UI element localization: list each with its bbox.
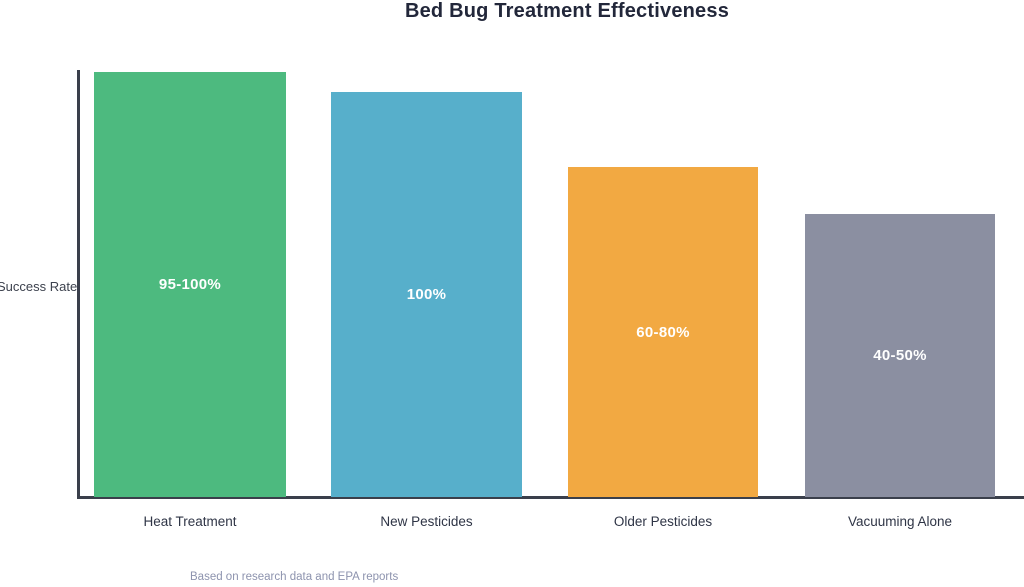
bar-value-label: 95-100% — [158, 276, 222, 293]
bar-value-label: 60-80% — [636, 323, 690, 341]
chart-title: Bed Bug Treatment Effectiveness — [404, 0, 730, 22]
bar-value-label: 100% — [406, 286, 447, 303]
x-axis-tick-label: New Pesticides — [380, 514, 473, 529]
y-axis-line — [77, 70, 80, 499]
x-axis-line — [77, 496, 1024, 499]
x-axis-tick-label: Older Pesticides — [613, 514, 713, 529]
bar-heat-treatment: 95-100% — [94, 72, 286, 497]
bar-vacuuming-alone: 40-50% — [805, 214, 995, 497]
bar-older-pesticides: 60-80% — [568, 167, 758, 497]
bar-new-pesticides: 100% — [331, 92, 522, 497]
x-axis-tick-label: Vacuuming Alone — [847, 514, 953, 529]
x-axis-tick-label: Heat Treatment — [143, 514, 237, 529]
chart-caption: Based on research data and EPA reports — [190, 571, 399, 583]
y-axis-label: Success Rate — [0, 279, 78, 294]
bar-value-label: 40-50% — [873, 347, 927, 364]
